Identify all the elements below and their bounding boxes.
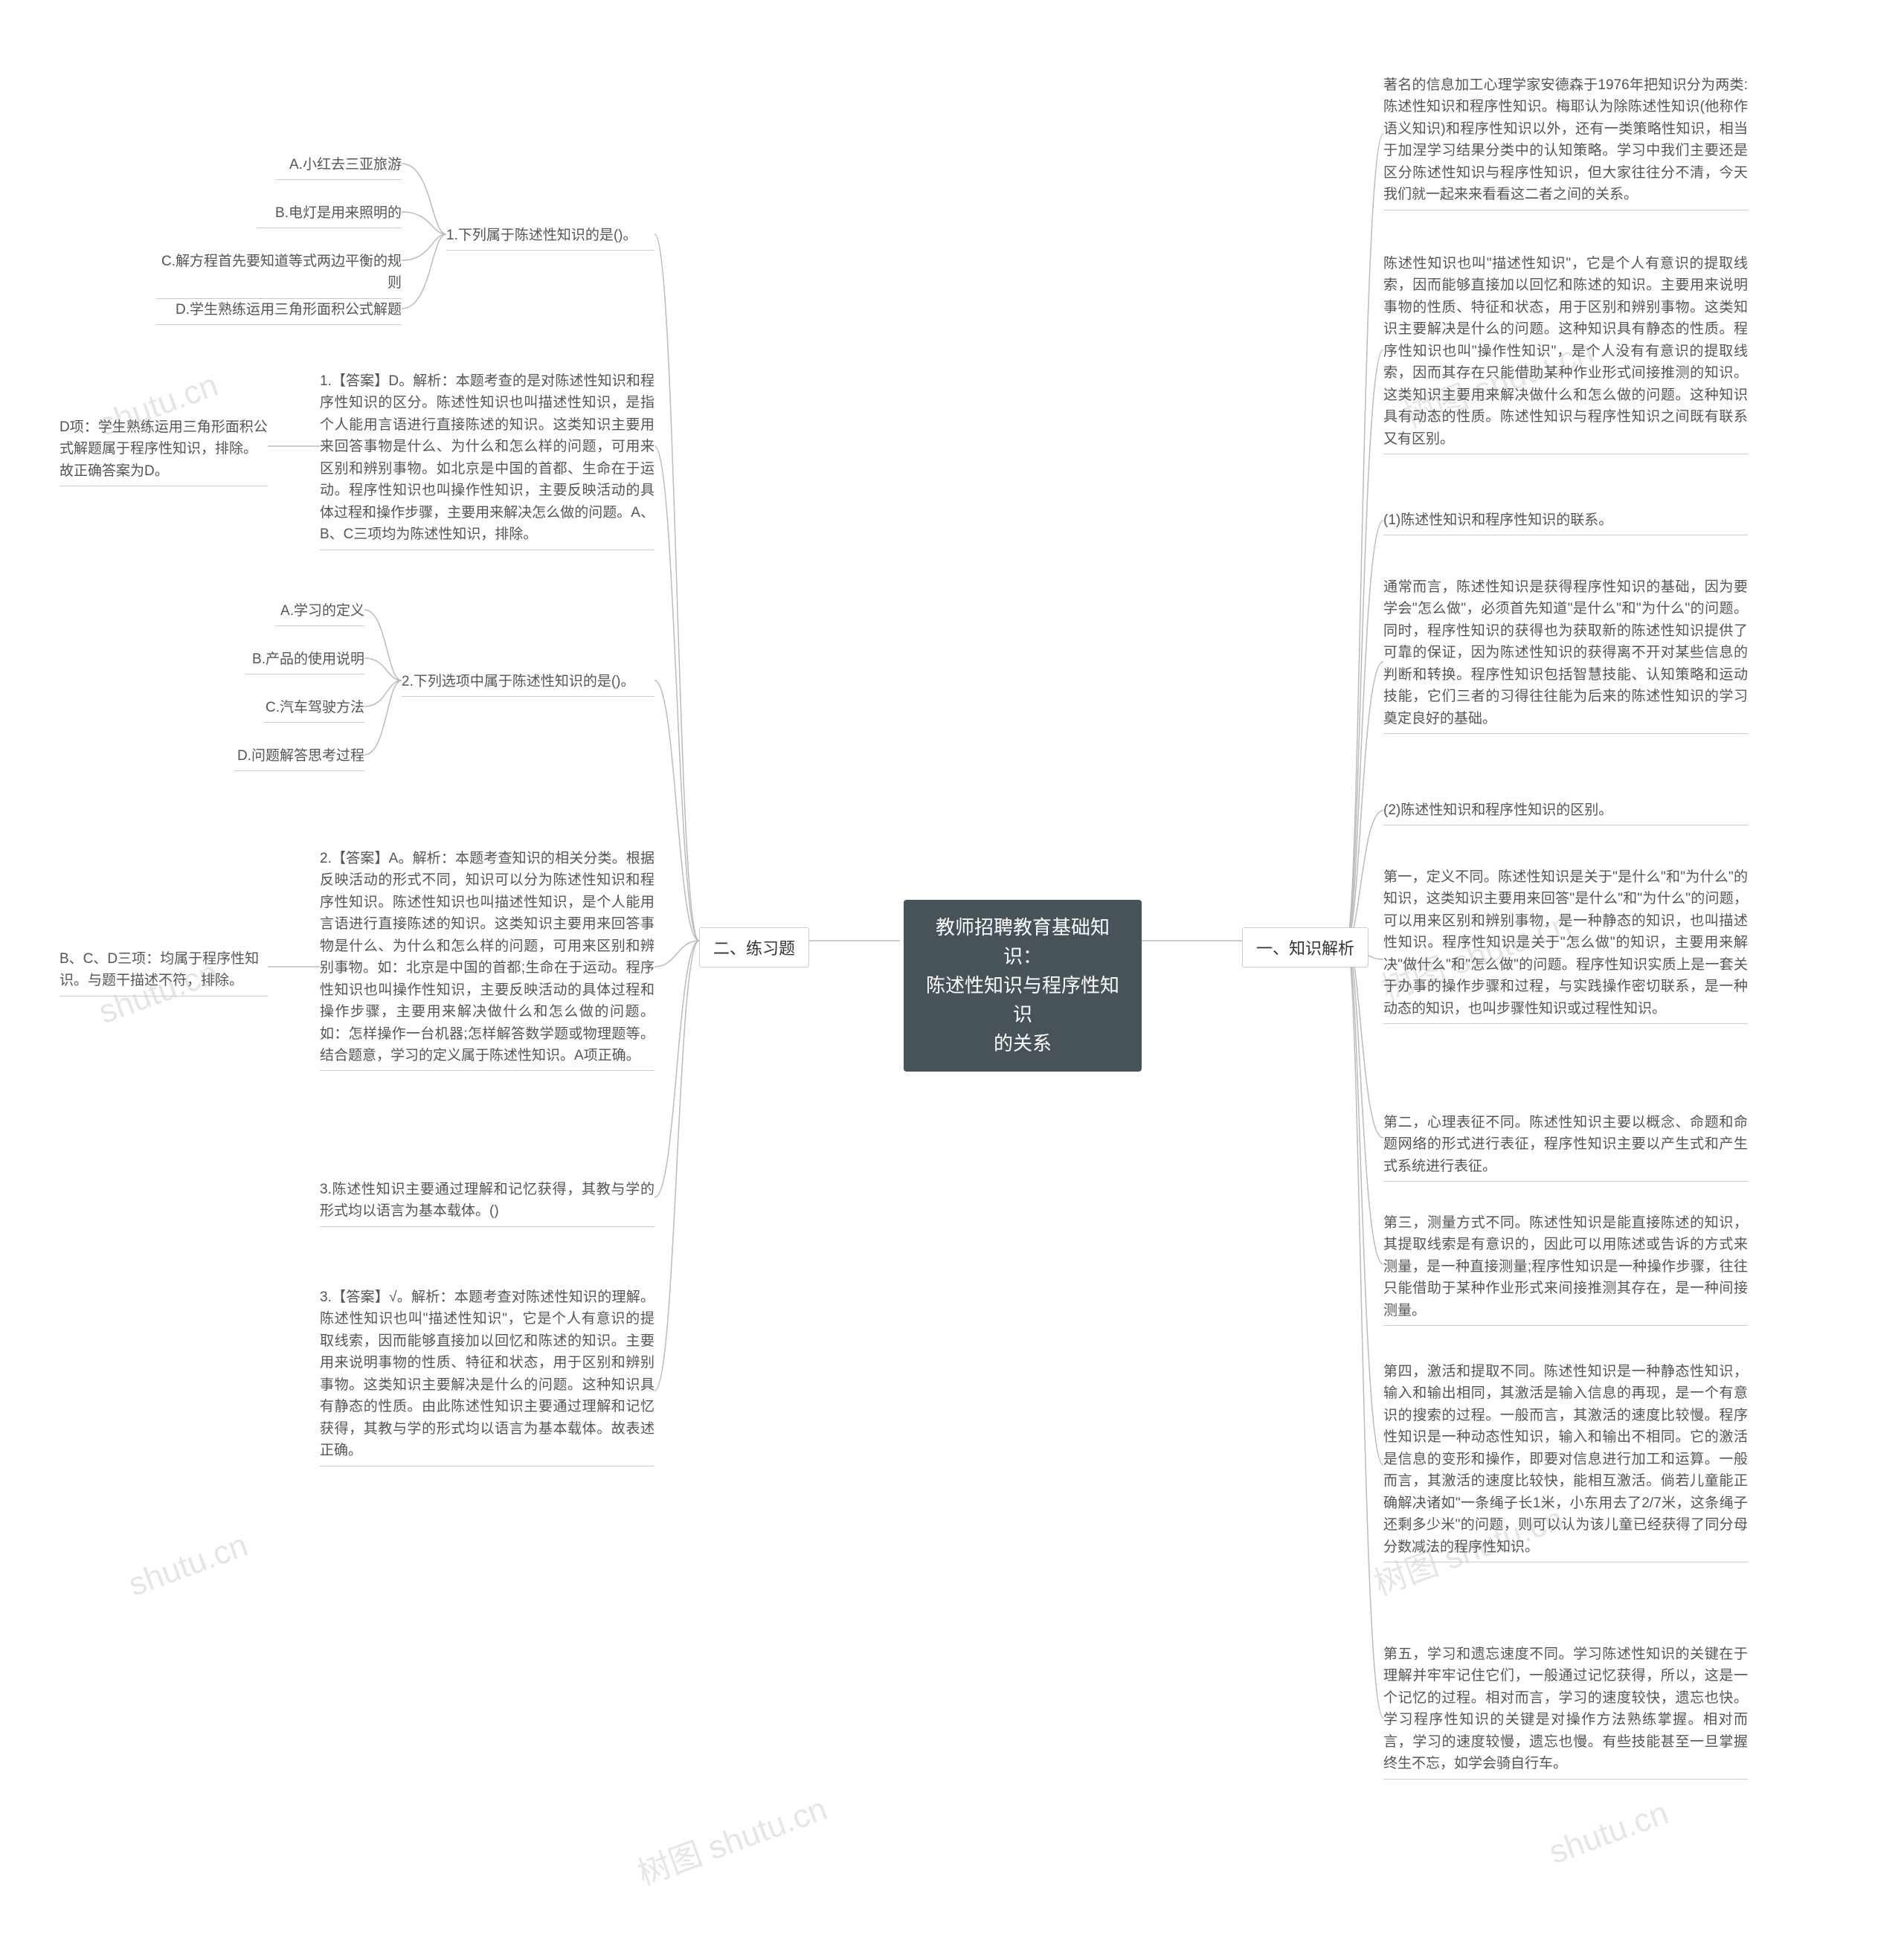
right-leaf-2: (1)陈述性知识和程序性知识的联系。 [1383,509,1748,535]
right-leaf-4: (2)陈述性知识和程序性知识的区别。 [1383,799,1748,825]
right-leaf-0: 著名的信息加工心理学家安德森于1976年把知识分为两类:陈述性知识和程序性知识。… [1383,74,1748,210]
right-leaf-6: 第二，心理表征不同。陈述性知识主要以概念、命题和命题网络的形式进行表征，程序性知… [1383,1112,1748,1182]
center-line1: 教师招聘教育基础知识： [936,916,1110,967]
watermark: shutu.cn [123,1527,252,1604]
right-leaf-1: 陈述性知识也叫"描述性知识"，它是个人有意识的提取线索，因而能够直接加以回忆和陈… [1383,253,1748,454]
center-line3: 的关系 [994,1032,1052,1054]
branch-right: 一、知识解析 [1242,927,1368,967]
q3-answer-detail: 3.【答案】√。解析：本题考查对陈述性知识的理解。陈述性知识也叫"描述性知识"，… [320,1286,654,1466]
q1-opt-d: D.学生熟练运用三角形面积公式解题 [156,299,402,325]
q2-opt-b: B.产品的使用说明 [245,648,364,674]
q1-opt-c: C.解方程首先要知道等式两边平衡的规则 [156,251,402,299]
q1-opt-a: A.小红去三亚旅游 [275,154,402,180]
q1-opt-b: B.电灯是用来照明的 [257,202,402,228]
q2-stem: 2.下列选项中属于陈述性知识的是()。 [402,671,654,697]
right-leaf-8: 第四，激活和提取不同。陈述性知识是一种静态性知识，输入和输出相同，其激活是输入信… [1383,1361,1748,1562]
branch-left: 二、练习题 [699,927,809,967]
q2-opt-a: A.学习的定义 [275,600,364,626]
center-node: 教师招聘教育基础知识： 陈述性知识与程序性知识 的关系 [904,900,1142,1072]
watermark: 树图 shutu.cn [630,1782,832,1894]
q2-answer-summary: B、C、D三项：均属于程序性知识。与题干描述不符，排除。 [60,948,268,996]
q1-answer-detail: 1.【答案】D。解析：本题考查的是对陈述性知识和程序性知识的区分。陈述性知识也叫… [320,370,654,550]
q1-answer-summary: D项：学生熟练运用三角形面积公式解题属于程序性知识，排除。 故正确答案为D。 [60,416,268,486]
q2-answer-detail: 2.【答案】A。解析：本题考查知识的相关分类。根据反映活动的形式不同，知识可以分… [320,848,654,1071]
watermark: shutu.cn [1544,1794,1673,1872]
right-leaf-9: 第五，学习和遗忘速度不同。学习陈述性知识的关键在于理解并牢牢记住它们，一般通过记… [1383,1643,1748,1780]
right-leaf-5: 第一，定义不同。陈述性知识是关于"是什么"和"为什么"的知识，这类知识主要用来回… [1383,866,1748,1024]
q2-opt-d: D.问题解答思考过程 [234,745,364,771]
right-leaf-3: 通常而言，陈述性知识是获得程序性知识的基础，因为要学会"怎么做"，必须首先知道"… [1383,576,1748,734]
right-leaf-7: 第三，测量方式不同。陈述性知识是能直接陈述的知识，其提取线索是有意识的，因此可以… [1383,1212,1748,1326]
center-line2: 陈述性知识与程序性知识 [926,974,1119,1025]
q3-stem: 3.陈述性知识主要通过理解和记忆获得，其教与学的形式均以语言为基本载体。() [320,1179,654,1227]
q2-opt-c: C.汽车驾驶方法 [264,697,364,723]
q1-stem: 1.下列属于陈述性知识的是()。 [446,225,654,251]
